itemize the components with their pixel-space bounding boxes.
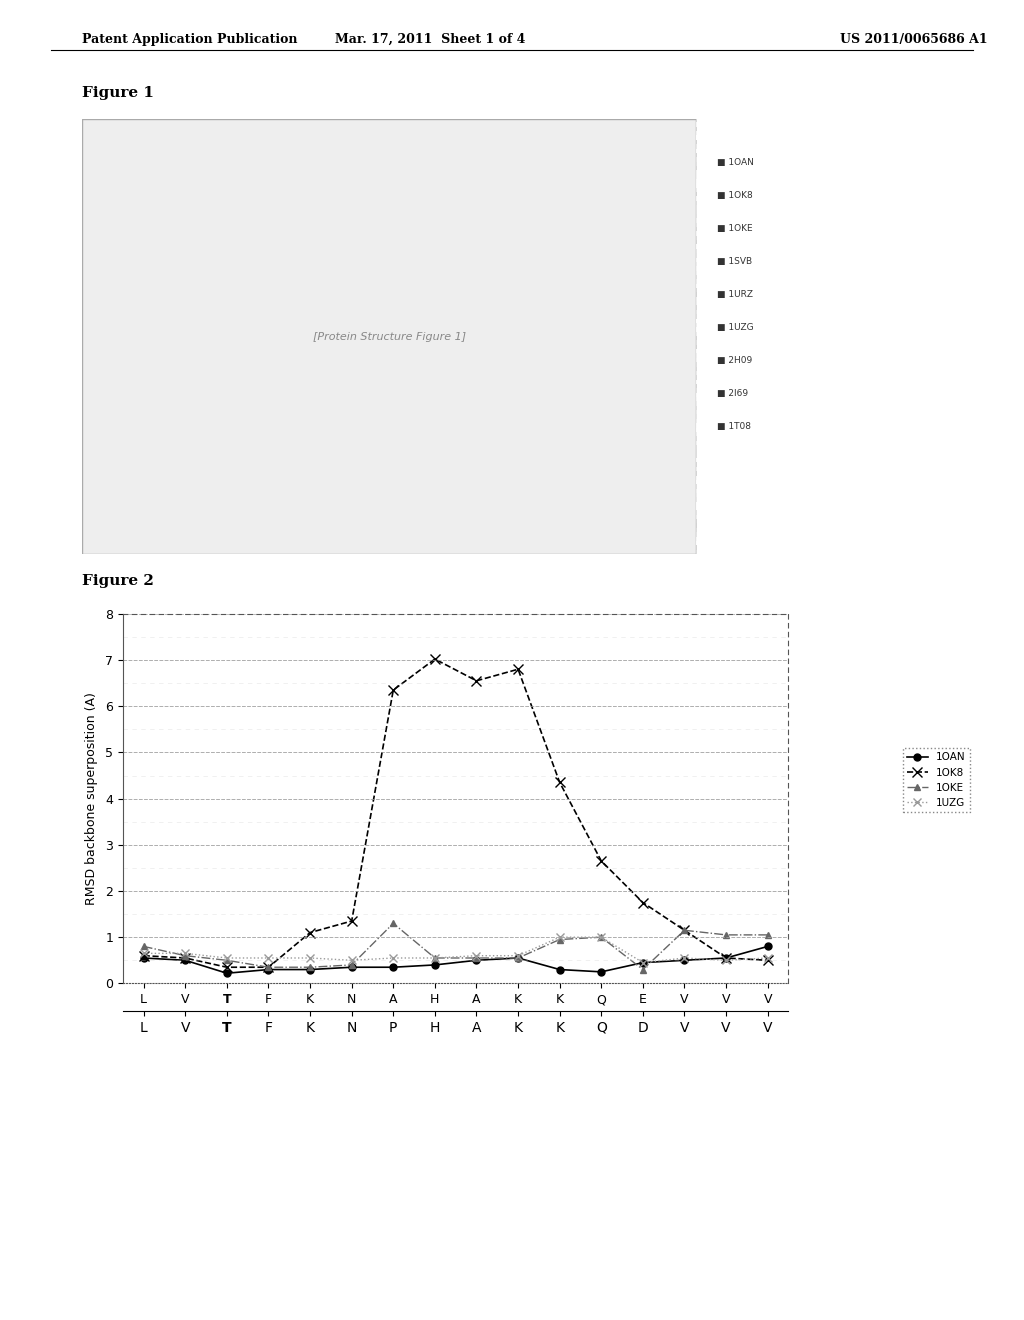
1OKE [720, 927, 732, 942]
1UZG [221, 950, 233, 966]
1OAN [345, 960, 357, 975]
Text: ■ 1URZ: ■ 1URZ [717, 290, 753, 300]
1OKE [387, 916, 399, 932]
1UZG [678, 950, 690, 966]
1OAN [137, 950, 150, 966]
1UZG [137, 945, 150, 961]
Text: ■ 1SVB: ■ 1SVB [717, 257, 752, 267]
1UZG [345, 953, 357, 969]
Text: US 2011/0065686 A1: US 2011/0065686 A1 [840, 33, 987, 46]
1UZG [470, 948, 482, 964]
1UZG [512, 948, 524, 964]
Line: 1OK8: 1OK8 [139, 655, 772, 972]
1UZG [179, 945, 191, 961]
Legend: 1OAN, 1OK8, 1OKE, 1UZG: 1OAN, 1OK8, 1OKE, 1UZG [902, 748, 970, 812]
1OAN [387, 960, 399, 975]
Text: ■ 2H09: ■ 2H09 [717, 356, 752, 366]
1OAN [637, 954, 649, 970]
1OAN [678, 953, 690, 969]
1OKE [554, 932, 566, 948]
1OK8 [262, 960, 274, 975]
1OK8 [470, 673, 482, 689]
1UZG [637, 954, 649, 970]
1OAN [762, 939, 774, 954]
1UZG [262, 950, 274, 966]
1OKE [179, 948, 191, 964]
1OK8 [762, 953, 774, 969]
1UZG [304, 950, 316, 966]
Text: Patent Application Publication: Patent Application Publication [82, 33, 297, 46]
1OAN [554, 961, 566, 977]
1OK8 [304, 924, 316, 940]
1OK8 [137, 948, 150, 964]
Text: ■ 2I69: ■ 2I69 [717, 389, 748, 399]
1OAN [470, 953, 482, 969]
1OKE [678, 923, 690, 939]
1OK8 [554, 775, 566, 791]
1OKE [221, 953, 233, 969]
1OKE [304, 960, 316, 975]
Text: ■ 1T08: ■ 1T08 [717, 422, 751, 432]
1OAN [512, 950, 524, 966]
Y-axis label: RMSD backbone superposition (A): RMSD backbone superposition (A) [85, 692, 98, 906]
1OK8 [221, 960, 233, 975]
1OAN [262, 961, 274, 977]
1UZG [595, 929, 607, 945]
1OK8 [179, 950, 191, 966]
1OK8 [678, 923, 690, 939]
Line: 1OAN: 1OAN [140, 942, 771, 977]
Text: [Protein Structure Figure 1]: [Protein Structure Figure 1] [312, 331, 466, 342]
1UZG [429, 950, 441, 966]
1OK8 [637, 895, 649, 911]
1UZG [720, 953, 732, 969]
1OAN [429, 957, 441, 973]
1OKE [470, 950, 482, 966]
1OKE [429, 950, 441, 966]
1UZG [387, 950, 399, 966]
1UZG [762, 950, 774, 966]
1OK8 [345, 913, 357, 929]
1OKE [137, 939, 150, 954]
Line: 1OKE: 1OKE [140, 920, 771, 973]
Text: ■ 1OKE: ■ 1OKE [717, 224, 753, 234]
Text: ■ 1OAN: ■ 1OAN [717, 158, 754, 168]
1OAN [304, 961, 316, 977]
1OK8 [429, 651, 441, 667]
Text: Figure 2: Figure 2 [82, 574, 154, 589]
Text: ■ 1OK8: ■ 1OK8 [717, 191, 753, 201]
Text: Figure 1: Figure 1 [82, 86, 154, 100]
1OKE [512, 950, 524, 966]
Text: ■ 1UZG: ■ 1UZG [717, 323, 754, 333]
1OKE [637, 961, 649, 977]
1OKE [345, 957, 357, 973]
Line: 1UZG: 1UZG [139, 933, 772, 966]
1OK8 [720, 950, 732, 966]
1OKE [262, 960, 274, 975]
Text: Mar. 17, 2011  Sheet 1 of 4: Mar. 17, 2011 Sheet 1 of 4 [335, 33, 525, 46]
1OAN [720, 950, 732, 966]
1UZG [554, 929, 566, 945]
1OAN [221, 965, 233, 981]
1OK8 [595, 853, 607, 869]
1OK8 [387, 682, 399, 698]
1OAN [595, 964, 607, 979]
1OK8 [512, 661, 524, 677]
1OKE [762, 927, 774, 942]
1OAN [179, 953, 191, 969]
1OKE [595, 929, 607, 945]
